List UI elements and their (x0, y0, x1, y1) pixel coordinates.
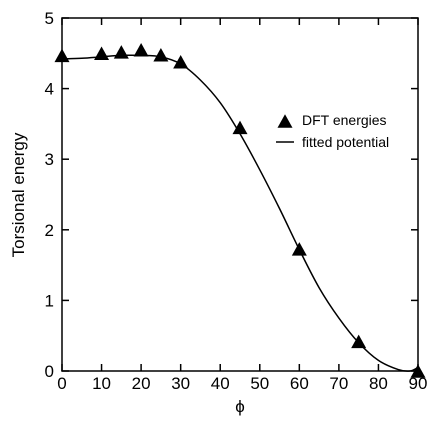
x-tick-label: 60 (290, 374, 309, 393)
y-tick-label: 2 (45, 221, 54, 240)
dft-point (233, 121, 248, 134)
x-tick-label: 0 (57, 374, 66, 393)
x-tick-label: 40 (211, 374, 230, 393)
dft-point (114, 45, 129, 59)
x-tick-label: 10 (92, 374, 111, 393)
tick-labels: 0102030405060708090012345 (45, 9, 428, 393)
legend: DFT energies fitted potential (276, 112, 389, 150)
y-axis-title: Torsional energy (9, 132, 28, 257)
x-axis-title: ϕ (235, 397, 245, 416)
dft-point (134, 43, 149, 57)
x-tick-label: 30 (171, 374, 190, 393)
dft-point (292, 242, 307, 256)
y-tick-label: 0 (45, 362, 54, 381)
x-tick-label: 80 (369, 374, 388, 393)
fitted-potential-line (62, 55, 418, 371)
dft-energy-markers (55, 43, 426, 378)
axis-ticks (62, 18, 418, 371)
legend-label-fit: fitted potential (302, 134, 389, 150)
plot-frame (62, 18, 418, 371)
legend-label-dft: DFT energies (302, 112, 387, 128)
y-tick-label: 5 (45, 9, 54, 28)
dft-point (153, 48, 168, 62)
y-tick-label: 3 (45, 150, 54, 169)
dft-point (55, 49, 70, 63)
y-tick-label: 4 (45, 80, 54, 99)
dft-point (94, 47, 109, 61)
y-tick-label: 1 (45, 291, 54, 310)
legend-marker-dft (278, 114, 293, 128)
x-tick-label: 70 (329, 374, 348, 393)
x-tick-label: 20 (132, 374, 151, 393)
x-tick-label: 50 (250, 374, 269, 393)
